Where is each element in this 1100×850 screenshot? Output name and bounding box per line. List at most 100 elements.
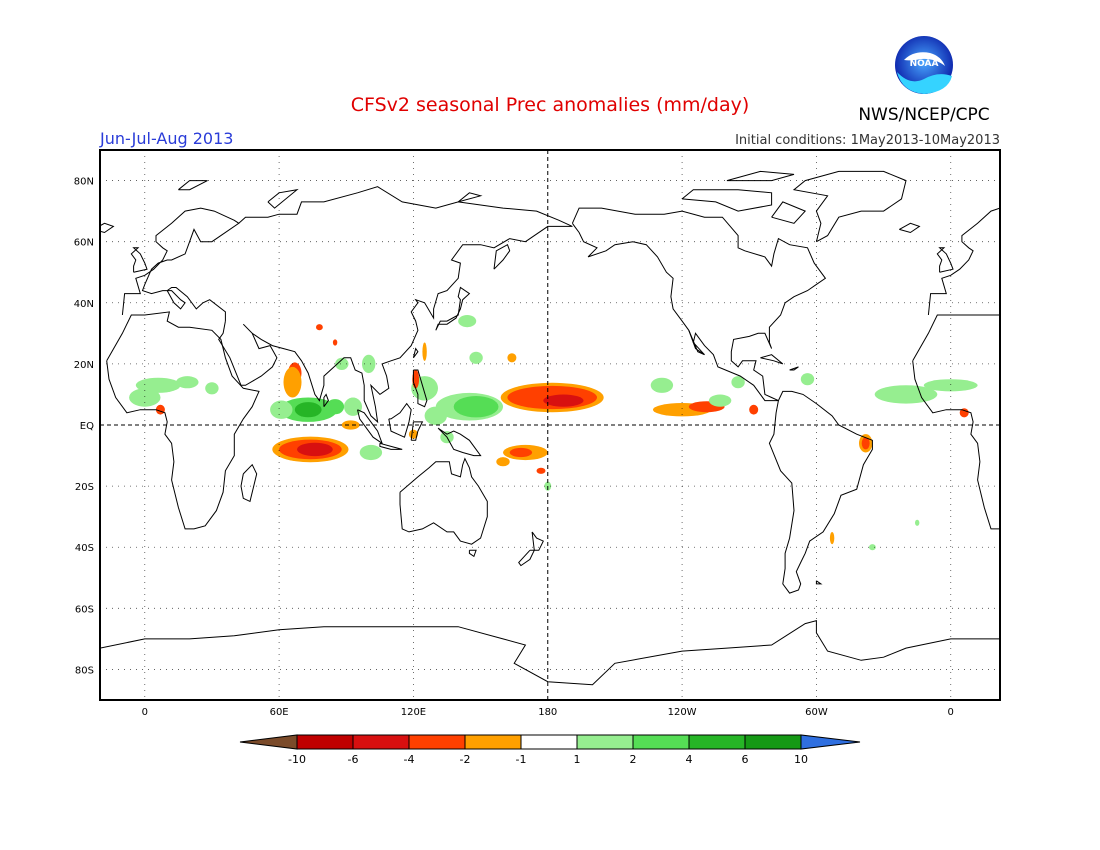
latitude-label: 80S	[75, 665, 94, 676]
season-label: Jun-Jul-Aug 2013	[99, 129, 233, 148]
coastline	[399, 457, 488, 545]
anomaly-region	[176, 376, 199, 389]
anomaly-region	[129, 388, 161, 407]
anomaly-region	[326, 399, 345, 415]
coastline	[936, 247, 954, 273]
coastline	[121, 207, 240, 322]
anomaly-region	[959, 408, 969, 418]
colorbar-label: -10	[288, 753, 306, 766]
latitude-label: 40S	[75, 543, 94, 554]
coastline	[927, 207, 1000, 316]
coastline	[240, 463, 258, 503]
coastline	[130, 247, 148, 273]
anomaly-region	[923, 379, 978, 392]
colorbar-label: 4	[686, 753, 693, 766]
anomaly-region	[316, 324, 323, 331]
colorbar-segment	[744, 734, 802, 750]
latitude-label: 20S	[75, 482, 94, 493]
coastline	[792, 170, 907, 243]
coastline	[531, 531, 544, 551]
anomaly-region	[297, 442, 333, 457]
coastline	[106, 311, 260, 530]
longitude-label: 180	[538, 707, 557, 718]
latitude-label: 60N	[74, 238, 94, 249]
longitude-label: 120E	[401, 707, 426, 718]
coastline	[178, 180, 208, 191]
anomaly-region	[731, 376, 745, 389]
anomaly-region	[332, 339, 338, 346]
longitude-label: 60W	[805, 707, 828, 718]
colorbar-segment	[520, 734, 578, 750]
colorbar-segment	[296, 734, 354, 750]
anomaly-region	[509, 447, 533, 458]
coastline	[681, 189, 773, 212]
anomaly-region	[749, 404, 759, 415]
coastline	[899, 222, 921, 234]
longitude-label: 60E	[270, 707, 289, 718]
anomaly-region	[861, 437, 870, 450]
anomaly-region	[453, 396, 499, 418]
anomaly-region	[507, 353, 517, 363]
colorbar-segment	[464, 734, 522, 750]
latitude-label: EQ	[80, 421, 94, 432]
coastline	[457, 192, 483, 203]
anomaly-region	[915, 519, 920, 526]
noaa-logo-text: NOAA	[910, 59, 939, 69]
colorbar-segment	[576, 734, 634, 750]
coastline	[238, 186, 573, 424]
map-frame	[99, 149, 1001, 701]
longitude-label: 0	[142, 707, 148, 718]
noaa-logo: NOAA	[895, 36, 953, 94]
colorbar-label: 10	[794, 753, 808, 766]
colorbar-left-arrow	[239, 734, 298, 750]
coastline	[388, 402, 412, 438]
colorbar: -10 -6 -4 -2 -1 1 2 4 6 10	[239, 734, 861, 766]
anomaly-region	[869, 544, 876, 551]
colorbar-label: -2	[460, 753, 471, 766]
coastline	[518, 549, 536, 567]
colorbar-segment	[352, 734, 410, 750]
anomaly-region	[422, 342, 427, 361]
anomaly-region	[344, 397, 362, 416]
coastline	[379, 442, 403, 450]
agency-label: NWS/NCEP/CPC	[858, 105, 989, 125]
coastline	[468, 549, 477, 558]
longitude-label: 120W	[668, 707, 697, 718]
coastline	[100, 619, 1000, 686]
colorbar-label: 2	[630, 753, 637, 766]
coastline	[437, 427, 482, 457]
latitude-label: 80N	[74, 177, 94, 188]
anomaly-region	[543, 394, 584, 407]
anomaly-region	[800, 373, 815, 386]
anomaly-region	[469, 351, 483, 364]
anomaly-region	[829, 532, 835, 545]
anomaly-region	[359, 444, 383, 461]
figure-title: CFSv2 seasonal Prec anomalies (mm/day)	[351, 94, 750, 116]
coastline	[912, 314, 1000, 362]
coastline	[267, 188, 299, 209]
colorbar-right-arrow	[800, 734, 861, 750]
map-panel: 80N 60N 40N 20N EQ 20S 40S 60S 80S 0 60E 120E 180 12…	[74, 149, 1001, 718]
coastline	[410, 421, 424, 441]
anomaly-region	[458, 315, 477, 328]
anomaly-region	[536, 467, 546, 474]
anomaly-region	[335, 357, 349, 370]
coastline-layer	[100, 170, 1000, 686]
coastline	[789, 366, 799, 371]
initial-conditions-label: Initial conditions: 1May2013-10May2013	[735, 133, 1000, 148]
anomaly-region	[874, 385, 938, 404]
coastline	[412, 347, 419, 359]
colorbar-segment	[688, 734, 746, 750]
colorbar-label: 6	[742, 753, 749, 766]
coastline	[760, 354, 784, 365]
coastline	[412, 369, 428, 408]
graticule	[100, 150, 1000, 700]
colorbar-segment	[408, 734, 466, 750]
latitude-label: 20N	[74, 360, 94, 371]
anomaly-region	[205, 382, 219, 395]
coastline	[771, 201, 807, 224]
latitude-labels: 80N 60N 40N 20N EQ 20S 40S 60S 80S	[74, 177, 94, 677]
anomaly-region	[496, 457, 510, 467]
coastline	[688, 330, 705, 356]
